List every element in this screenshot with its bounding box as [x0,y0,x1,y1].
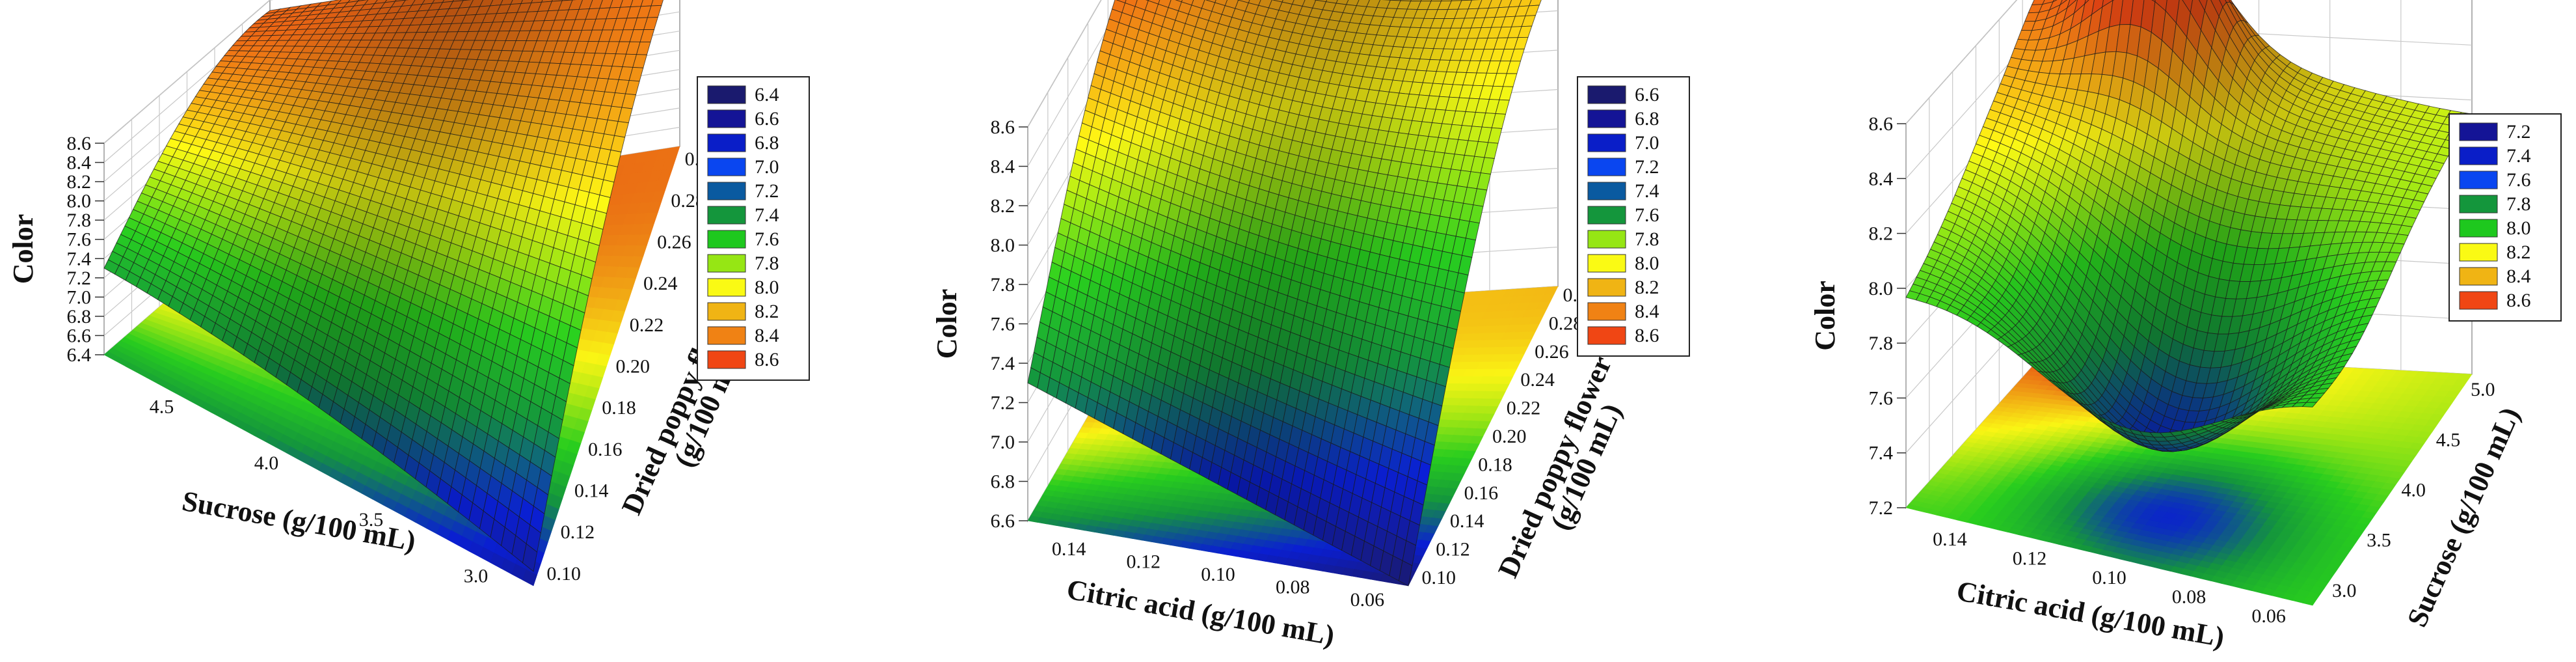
y-tick-label: 0.24 [643,273,678,294]
legend-label: 7.0 [755,156,779,178]
y-tick-label: 0.10 [546,563,581,585]
x-tick-label: 3.0 [464,565,489,586]
legend-label: 7.2 [755,180,779,202]
y-tick-label: 0.26 [657,231,691,253]
legend-label: 8.6 [755,349,779,370]
legend-swatch [707,133,746,152]
legend-label: 7.8 [755,253,779,274]
legend-label: 6.6 [755,108,779,130]
z-tick-label: 7.2 [67,268,92,289]
y-tick-label: 0.12 [561,521,595,543]
x-tick-label: 4.5 [150,396,174,418]
y-tick-label: 0.22 [630,314,664,336]
legend-swatch [707,182,746,200]
z-tick-label: 8.6 [67,133,92,154]
z-tick-label: 7.4 [67,248,92,269]
y-tick-label: 0.16 [588,439,623,460]
z-tick-label: 6.8 [67,306,92,327]
legend-label: 8.2 [755,301,779,322]
y-tick-label: 0.14 [574,480,609,502]
legend-swatch [707,85,746,104]
z-tick-label: 7.6 [67,229,92,251]
legend: 6.4 6.66.87.07.27.47.6 7.8 8.0 8.2 8.4 8.6 [697,76,810,381]
legend-label: 8.0 [755,277,779,298]
legend-label: 7.6 [755,228,779,250]
legend-swatch [707,254,746,273]
legend-label: 8.4 [755,325,779,346]
legend-label: 6.8 [755,132,779,154]
legend-swatch [707,350,746,369]
legend-swatch [707,109,746,128]
chart-panel-citric-vs-poppy: 6.66.87.07.27.47.67.88.08.28.48.6Color0.… [931,0,1690,652]
z-tick-label: 8.0 [67,191,92,212]
legend-label: 6.4 [755,84,779,105]
z-axis-title: Color [7,214,39,284]
z-tick-label: 8.4 [67,152,92,174]
z-tick-label: 6.6 [67,325,92,346]
chart-panel-sucrose-vs-poppy: 6.46.66.87.07.27.47.67.88.08.28.48.6Colo… [7,0,810,586]
legend-swatch [707,206,746,225]
z-tick-label: 8.2 [67,171,92,193]
legend-label: 7.4 [755,204,779,226]
z-axis: 6.46.66.87.07.27.47.67.88.08.28.48.6 [67,133,104,366]
z-tick-label: 7.8 [67,210,92,231]
y-tick-label: 0.18 [602,397,636,419]
x-tick-label: 4.0 [254,452,279,474]
legend-swatch [707,158,746,176]
legend-swatch [707,302,746,321]
z-tick-label: 6.4 [67,344,92,366]
legend-swatch [707,326,746,345]
legend-swatch [707,230,746,249]
legend-swatch [707,278,746,297]
y-tick-label: 0.20 [616,356,651,378]
z-tick-label: 7.0 [67,286,92,308]
